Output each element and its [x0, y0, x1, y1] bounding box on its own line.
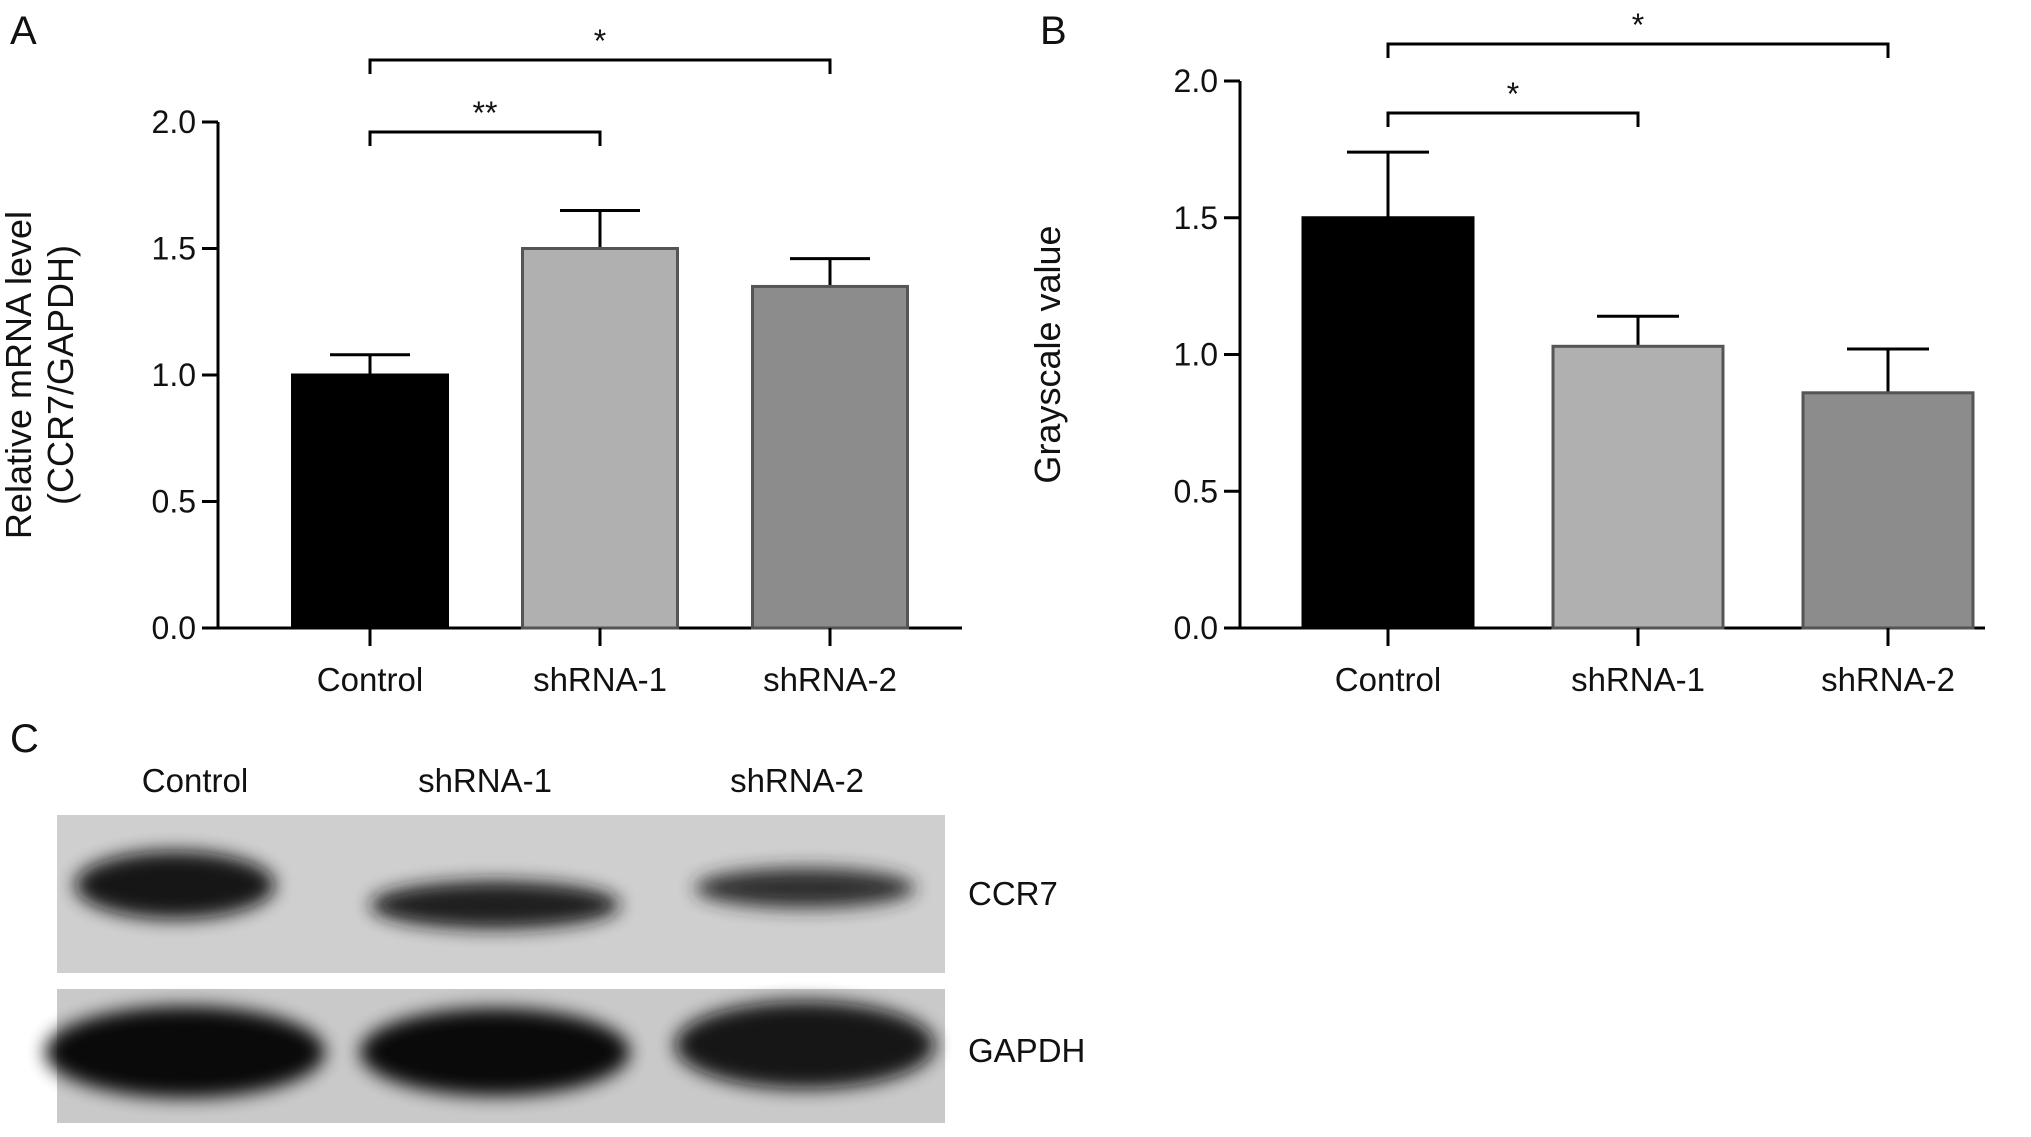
- chart-0-x-tick-label-1: shRNA-1: [533, 661, 667, 698]
- chart-0-x-tick-label-0: Control: [317, 661, 423, 698]
- blot-bands-gapdh: [45, 1001, 935, 1098]
- chart-0-significance-bracket-1: [368, 58, 832, 74]
- blot-band-label-gapdh: GAPDH: [968, 1032, 1085, 1069]
- blot-lane-label-control: Control: [142, 762, 248, 799]
- panel-letter-a: A: [10, 9, 37, 53]
- chart-1-significance-label-0: *: [1507, 76, 1519, 112]
- chart-0-y-tick-label-3: 1.5: [152, 231, 196, 267]
- chart-b: 0.0 0.5 1.0 1.5 2.0 Grayscale value Control shR…: [1027, 7, 1985, 698]
- chart-1-x-tick-label-2: shRNA-2: [1821, 661, 1955, 698]
- chart-0-bar-0: [291, 373, 449, 630]
- blot-band-ccr7-lane-2: [370, 881, 620, 929]
- blot-lane-label-shrna-1: shRNA-1: [418, 762, 552, 799]
- blot-band-gapdh-lane-3: [675, 1001, 935, 1089]
- chart-0-bar-2: [751, 284, 909, 630]
- chart-0-y-tick-label-4: 2.0: [152, 104, 196, 140]
- chart-a: 0.0 0.5 1.0 1.5 2.0 Relative mRNA level (CCR7/…: [0, 23, 962, 698]
- blot-band-gapdh-lane-1: [45, 1006, 325, 1098]
- blot-band-ccr7-lane-3: [695, 868, 915, 908]
- western-blot: Control shRNA-1 shRNA-2 CCR7 GAPDH: [45, 762, 1085, 1123]
- chart-0-y-tick-label-2: 1.0: [152, 357, 196, 393]
- chart-1-y-tick-label-1: 0.5: [1174, 473, 1218, 509]
- chart-1-bar-2: [1801, 391, 1975, 630]
- chart-1-significance-bracket-1: [1386, 42, 1890, 58]
- blot-lane-label-shrna-2: shRNA-2: [730, 762, 864, 799]
- chart-1-bar-1: [1551, 344, 1725, 630]
- blot-bands-ccr7: [75, 851, 915, 929]
- panel-letter-b: B: [1040, 9, 1067, 53]
- chart-0-significance-bracket-0: [368, 130, 602, 146]
- chart-1-y-tick-label-0: 0.0: [1174, 610, 1218, 646]
- chart-0-y-label-1: (CCR7/GAPDH): [40, 245, 81, 505]
- blot-band-ccr7-lane-1: [75, 851, 275, 919]
- chart-0-significance-label-1: *: [594, 23, 606, 59]
- chart-1-y-tick-label-2: 1.0: [1174, 337, 1218, 373]
- blot-band-gapdh-lane-2: [360, 1008, 630, 1096]
- chart-1-y-label-0: Grayscale value: [1027, 225, 1068, 483]
- chart-0-bar-1: [521, 247, 679, 630]
- chart-1-bar-0: [1301, 216, 1475, 630]
- chart-0-x-tick-label-2: shRNA-2: [763, 661, 897, 698]
- chart-1-y-tick-label-4: 2.0: [1174, 63, 1218, 99]
- chart-1-y-tick-label-3: 1.5: [1174, 200, 1218, 236]
- chart-0-y-label-0: Relative mRNA level: [0, 211, 39, 539]
- panel-letter-c: C: [10, 717, 39, 761]
- chart-0-significance-label-0: **: [473, 95, 498, 131]
- chart-1-significance-label-1: *: [1632, 7, 1644, 43]
- chart-0-y-tick-label-1: 0.5: [152, 484, 196, 520]
- blot-band-label-ccr7: CCR7: [968, 875, 1058, 912]
- chart-0-y-tick-label-0: 0.0: [152, 610, 196, 646]
- chart-1-x-tick-label-0: Control: [1335, 661, 1441, 698]
- chart-1-x-tick-label-1: shRNA-1: [1571, 661, 1705, 698]
- chart-1-significance-bracket-0: [1386, 111, 1640, 127]
